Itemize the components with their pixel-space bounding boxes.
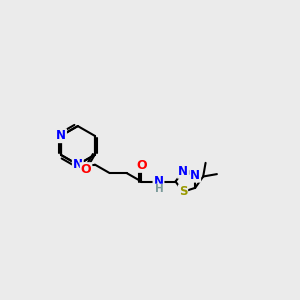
Text: N: N [190,169,200,182]
Text: H: H [155,184,164,194]
Text: N: N [178,165,188,178]
Text: N: N [56,129,66,142]
Text: O: O [136,159,147,172]
Text: N: N [154,175,164,188]
Text: N: N [73,158,83,171]
Text: O: O [81,163,92,176]
Text: S: S [179,185,187,198]
